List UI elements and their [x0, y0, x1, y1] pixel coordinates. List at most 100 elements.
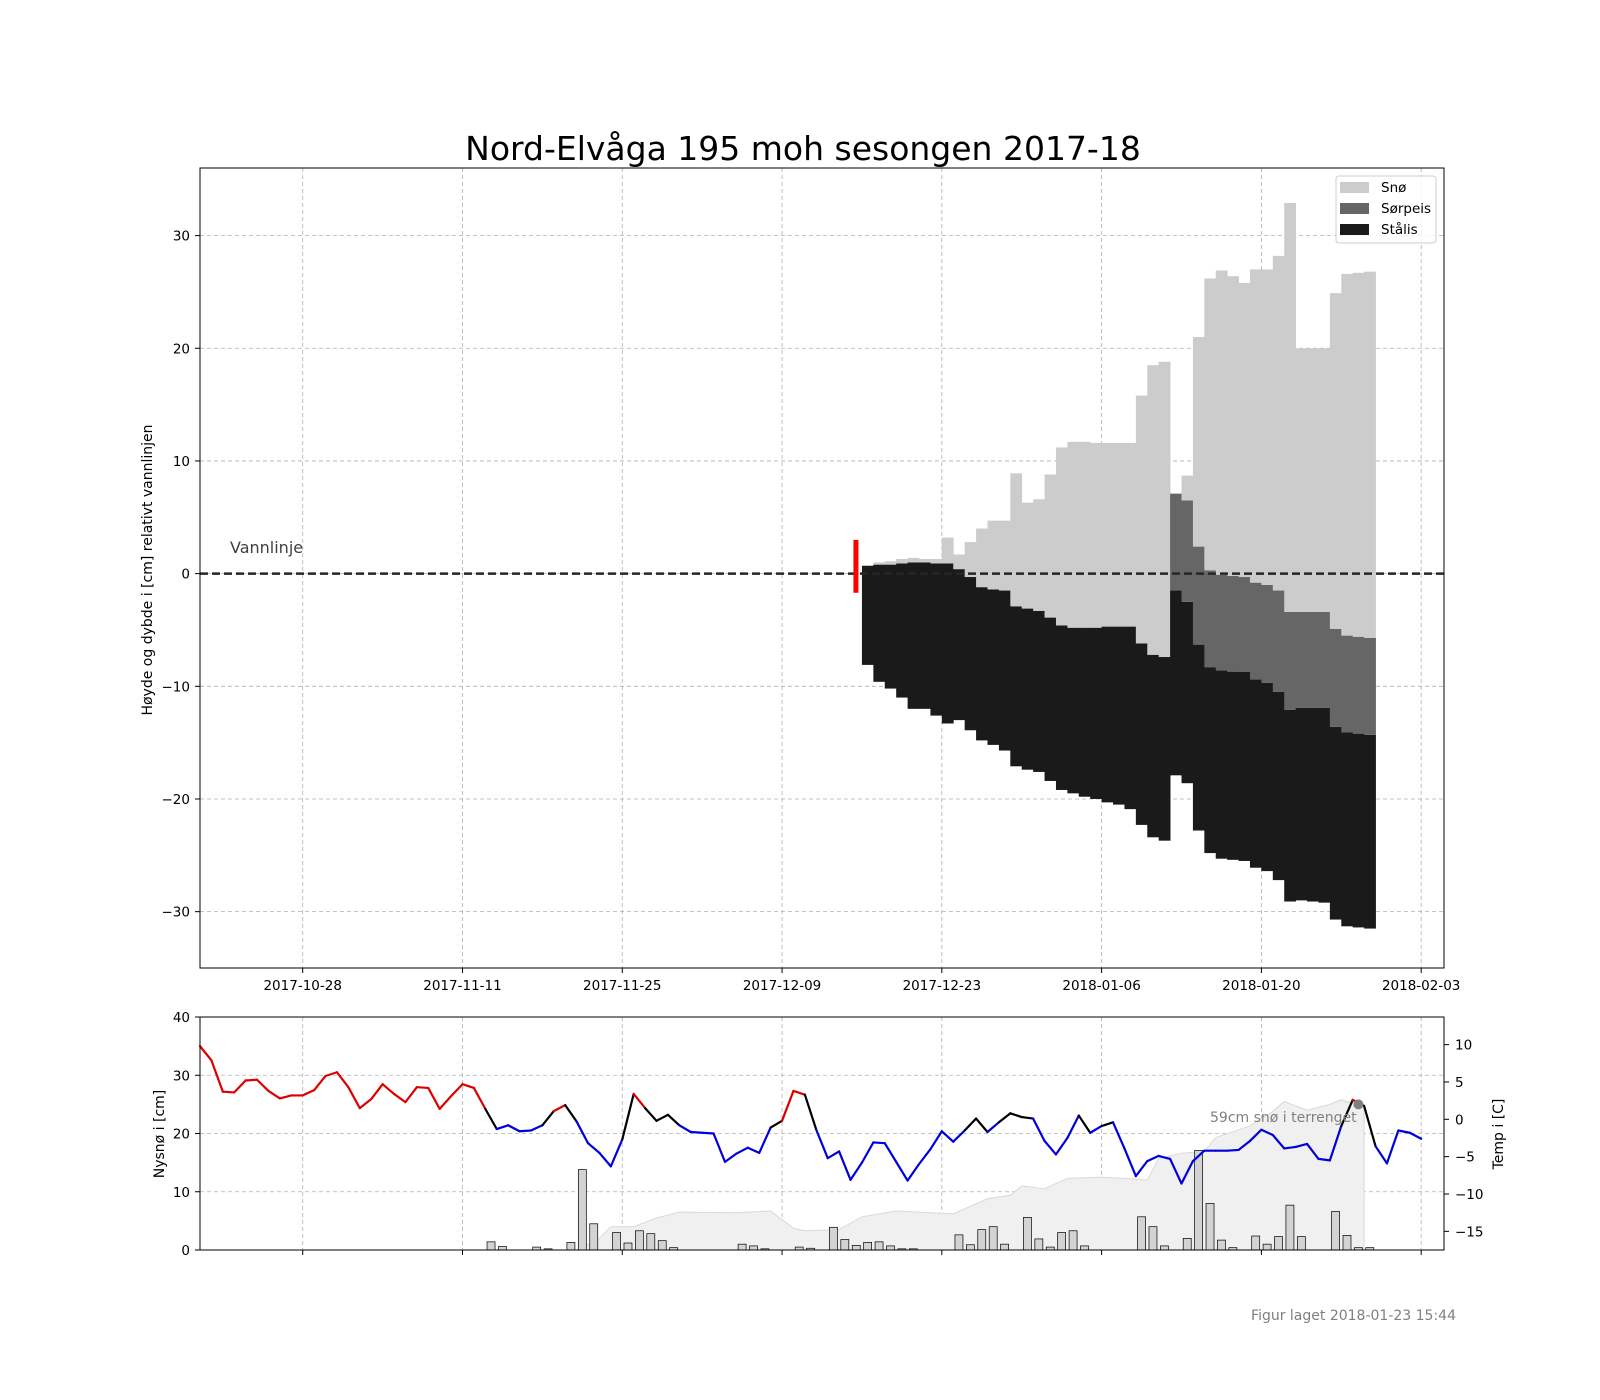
temperature-segment	[324, 1071, 339, 1078]
new-snow-bar	[851, 1244, 861, 1251]
ice-bar	[873, 564, 886, 682]
snow-bar	[1192, 337, 1205, 547]
temperature-segment	[895, 1160, 909, 1182]
new-snow-bar	[1023, 1217, 1032, 1251]
ice-bar	[1261, 682, 1274, 872]
slush-bar	[1181, 500, 1194, 602]
new-snow-bar	[577, 1169, 587, 1251]
ice-bar	[1090, 627, 1103, 799]
slush-bar	[1307, 611, 1319, 708]
new-snow-bar	[1148, 1226, 1158, 1251]
snow-bar	[1249, 269, 1262, 583]
top-x-tick-label: 2017-11-11	[423, 978, 501, 994]
new-snow-bar	[1274, 1236, 1283, 1251]
top-x-tick-label: 2018-01-20	[1222, 978, 1300, 994]
temperature-segment	[940, 1130, 955, 1143]
snow-bar	[1078, 441, 1091, 628]
temperature-segment	[198, 1045, 213, 1062]
slush-bar	[1318, 611, 1331, 708]
top-y-tick-label: −20	[162, 792, 191, 808]
slush-bar	[1295, 611, 1308, 708]
snow-bar	[1204, 278, 1217, 571]
top-y-tick-label: 20	[173, 341, 190, 357]
new-snow-bar	[886, 1245, 895, 1251]
ice-bar	[964, 577, 977, 731]
temperature-segment	[1191, 1149, 1206, 1163]
new-snow-bar	[1251, 1235, 1261, 1251]
new-snow-bar	[829, 1226, 838, 1251]
ice-bar	[1238, 671, 1251, 861]
top-bars	[861, 202, 1376, 929]
temperature-segment	[872, 1141, 886, 1145]
temperature-segment	[233, 1079, 247, 1094]
new-snow-bar	[657, 1240, 667, 1251]
chart-title: Nord-Elvåga 195 moh sesongen 2017-18	[465, 129, 1141, 168]
ice-bar	[1147, 654, 1160, 838]
top-y-tick-label: 0	[181, 567, 190, 583]
ice-bar	[1215, 670, 1228, 859]
temperature-segment	[438, 1095, 453, 1110]
snow-bar	[1215, 270, 1228, 575]
ice-bar	[884, 564, 897, 689]
snow-bar	[1147, 365, 1160, 655]
snow-bar	[919, 558, 931, 563]
temperature-segment	[541, 1109, 555, 1127]
temperature-segment	[792, 1089, 806, 1096]
temperature-segment	[712, 1132, 727, 1163]
temperature-segment	[449, 1083, 464, 1098]
temperature-segment	[1020, 1115, 1035, 1120]
top-x-tick-label: 2017-12-23	[903, 978, 981, 994]
temperature-segment	[883, 1142, 898, 1163]
ice-bar	[1204, 667, 1217, 854]
ice-bar	[1249, 679, 1262, 868]
bottom-right-tick-label: 0	[1455, 1112, 1464, 1128]
new-snow-bar	[1262, 1243, 1272, 1251]
temperature-segment	[1305, 1142, 1320, 1160]
new-snow-bar	[612, 1232, 621, 1251]
ice-bar	[1033, 610, 1045, 772]
new-snow-bar	[1285, 1204, 1295, 1251]
waterline-label: Vannlinje	[230, 538, 303, 557]
temperature-segment	[678, 1124, 692, 1134]
slush-bar	[1261, 584, 1274, 683]
snow-bar	[976, 528, 988, 588]
new-snow-bar	[623, 1242, 633, 1251]
ice-bar	[1318, 707, 1331, 903]
new-snow-bar	[635, 1230, 644, 1251]
new-snow-bar	[977, 1229, 987, 1251]
snow-bar	[907, 557, 920, 563]
temperature-segment	[849, 1161, 864, 1181]
snow-bar	[1295, 348, 1308, 612]
temperature-segment	[917, 1148, 932, 1166]
new-snow-bar	[966, 1244, 975, 1251]
bottom-left-tick-label: 40	[173, 1010, 190, 1026]
snow-bar	[1318, 348, 1331, 612]
snow-bar	[884, 561, 897, 565]
temperature-segment	[404, 1086, 418, 1104]
ice-bar	[987, 589, 1000, 745]
ice-bar	[941, 563, 954, 724]
new-snow-bar	[749, 1245, 758, 1251]
ice-bar	[1113, 626, 1125, 805]
snow-bar	[1033, 499, 1045, 611]
new-snow-bar	[863, 1242, 873, 1251]
temperature-segment	[313, 1074, 327, 1092]
temperature-segment	[1294, 1142, 1309, 1149]
slush-bar	[1272, 590, 1285, 692]
ice-bar	[1181, 601, 1194, 784]
new-snow-bar	[1160, 1245, 1169, 1251]
temperature-segment	[484, 1107, 498, 1131]
snow-bar	[1124, 442, 1137, 627]
temperature-segment	[370, 1083, 384, 1101]
snow-bar	[1055, 447, 1068, 626]
top-y-tick-label: −10	[162, 679, 191, 695]
snow-bar	[1364, 271, 1376, 638]
temperature-segment	[461, 1083, 476, 1090]
temperature-segment	[1180, 1160, 1195, 1185]
snow-bar	[1329, 293, 1342, 629]
ice-bar	[1352, 733, 1365, 928]
new-snow-bar	[954, 1234, 964, 1251]
temperature-segment	[974, 1117, 989, 1134]
ice-bar	[976, 587, 988, 741]
